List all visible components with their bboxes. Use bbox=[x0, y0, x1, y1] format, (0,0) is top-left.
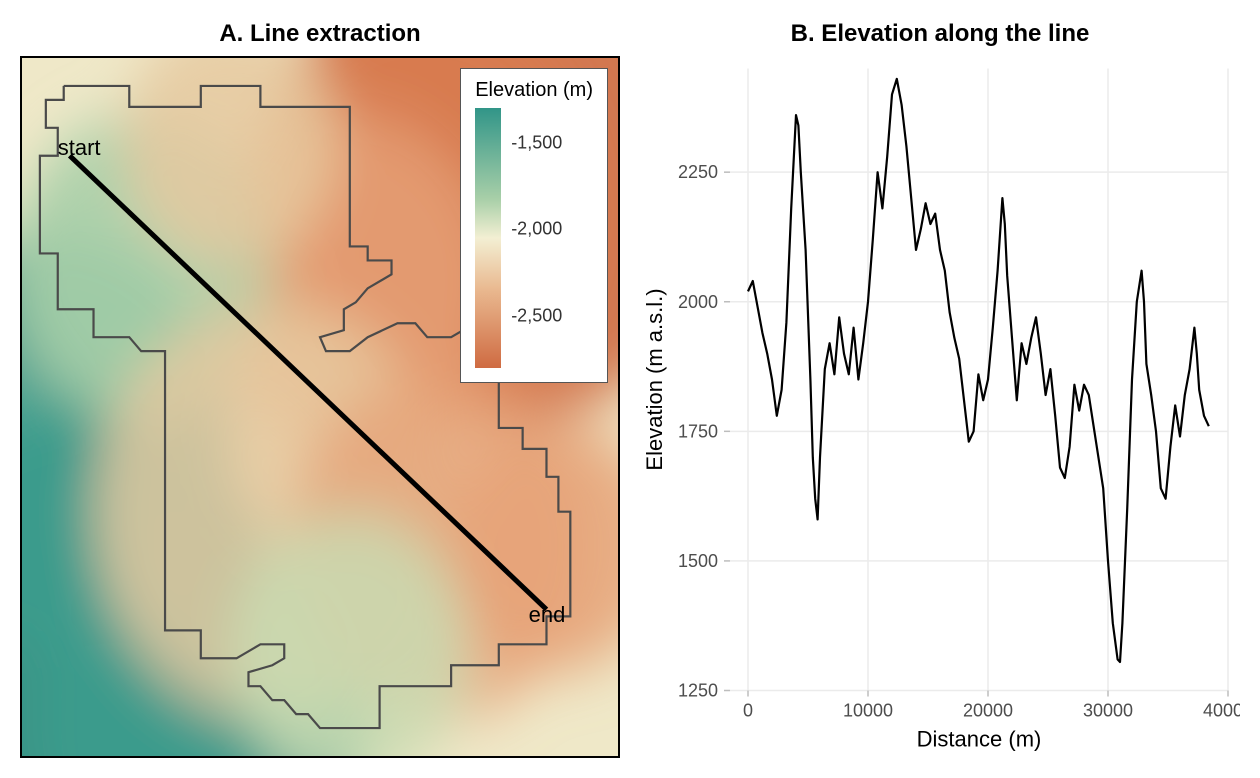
line-end-label: end bbox=[529, 602, 566, 628]
elevation-profile-chart: 0 10000 20000 30000 40000 1250 1500 1750 2000 225… bbox=[640, 56, 1240, 763]
svg-text:20000: 20000 bbox=[963, 701, 1013, 721]
panel-b: B. Elevation along the line 0 10000 20000 3… bbox=[640, 20, 1240, 758]
panel-a-title: A. Line extraction bbox=[20, 20, 620, 48]
svg-text:Elevation (m a.s.l.): Elevation (m a.s.l.) bbox=[642, 288, 667, 470]
legend-body: -1,500 -2,000 -2,500 bbox=[475, 108, 593, 368]
svg-text:10000: 10000 bbox=[843, 701, 893, 721]
figure-container: A. Line extraction start end Elevation (… bbox=[20, 20, 1240, 758]
svg-text:1250: 1250 bbox=[678, 681, 718, 701]
svg-text:0: 0 bbox=[743, 701, 753, 721]
svg-text:2000: 2000 bbox=[678, 292, 718, 312]
legend-tick-label: -2,000 bbox=[511, 219, 562, 240]
legend-tick-label: -2,500 bbox=[511, 306, 562, 327]
svg-text:1500: 1500 bbox=[678, 551, 718, 571]
svg-text:40000: 40000 bbox=[1203, 701, 1240, 721]
line-chart: 0 10000 20000 30000 40000 1250 1500 1750 2000 225… bbox=[640, 56, 1240, 763]
legend-colorbar bbox=[475, 108, 501, 368]
svg-text:1750: 1750 bbox=[678, 421, 718, 441]
panel-a: A. Line extraction start end Elevation (… bbox=[20, 20, 620, 758]
legend-ticks: -1,500 -2,000 -2,500 bbox=[511, 108, 581, 368]
legend-title: Elevation (m) bbox=[475, 79, 593, 102]
svg-text:Distance (m): Distance (m) bbox=[917, 727, 1042, 752]
svg-text:30000: 30000 bbox=[1083, 701, 1133, 721]
elevation-legend: Elevation (m) -1,500 -2,000 -2,500 bbox=[460, 68, 608, 383]
legend-tick-label: -1,500 bbox=[511, 132, 562, 153]
map-box: start end Elevation (m) -1,500 -2,000 -2,5… bbox=[20, 56, 620, 758]
panel-b-title: B. Elevation along the line bbox=[640, 20, 1240, 48]
svg-text:2250: 2250 bbox=[678, 162, 718, 182]
line-start-label: start bbox=[58, 135, 101, 161]
